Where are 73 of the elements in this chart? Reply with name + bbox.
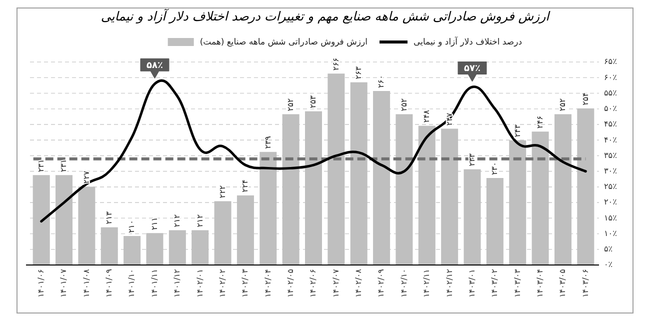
x-tick-label: ۱۴۰۲/۰۲	[218, 269, 227, 298]
data-label: ۲۵۴	[580, 92, 590, 106]
x-tick-label: ۱۴۰۲/۰۶	[308, 269, 318, 298]
y2-tick-label: ۳۵٪	[604, 150, 617, 160]
y2-tick-label: ۰٪	[604, 260, 613, 270]
data-label: ۲۶۳	[354, 66, 364, 80]
data-label: ۲۶۶	[331, 58, 340, 71]
x-tick-label: ۱۴۰۲/۰۳	[240, 268, 250, 298]
x-tick-label: ۱۴۰۲/۰۵	[286, 269, 296, 298]
y2-tick-label: ۴۰٪	[604, 135, 617, 144]
x-tick-label: ۱۴۰۲/۰۱	[195, 269, 204, 298]
data-label: ۲۵۲	[286, 98, 296, 112]
data-label: ۲۴۸	[422, 109, 432, 123]
x-tick-label: ۱۴۰۳/۰۶	[580, 269, 590, 298]
x-tick-label: ۱۴۰۳/۰۴	[535, 269, 544, 298]
data-label: ۲۲۷	[82, 170, 91, 184]
y2-tick-label: ۲۵٪	[604, 182, 617, 192]
data-label: ۲۵۲	[399, 98, 408, 112]
chart-title: ارزش فروش صادراتی شش ماهه صنایع مهم و تغییرات درصد اختلاف دلار آزاد و نیمایی	[100, 8, 551, 24]
data-label: ۲۱۲	[172, 214, 182, 228]
data-label: ۲۱۲	[195, 214, 204, 228]
data-label: ۲۴۳	[512, 124, 522, 138]
data-label: ۲۲۲	[218, 185, 227, 198]
x-tick-label: ۱۴۰۱/۰۶	[36, 269, 46, 298]
y2-tick-label: ۵۵٪	[604, 88, 617, 98]
data-label: ۲۶۰	[376, 75, 386, 88]
legend-label: ارزش فروش صادراتی شش ماهه صنایع (همت)	[200, 37, 368, 48]
y2-tick-label: ۵۰٪	[604, 104, 617, 114]
data-label: ۲۲۴	[240, 180, 250, 192]
data-label: ۲۳۳	[467, 152, 476, 166]
x-tick-label: ۱۴۰۲/۰۹	[376, 269, 386, 298]
annotation: ۵۷٪	[464, 64, 480, 74]
data-label: ۲۱۳	[104, 210, 114, 224]
x-tick-label: ۱۴۰۱/۰۹	[104, 269, 114, 298]
y2-tick-label: ۶۰٪	[604, 72, 617, 82]
data-label: ۲۳۹	[263, 136, 272, 149]
y2-tick-label: ۳۰٪	[604, 166, 617, 176]
data-label: ۲۳۱	[59, 159, 68, 172]
y2-tick-label: ۲۰٪	[604, 198, 617, 207]
data-label: ۲۳۰	[490, 162, 500, 175]
x-tick-label: ۱۴۰۲/۱۱	[422, 269, 432, 298]
x-tick-label: ۱۴۰۲/۰۷	[331, 268, 340, 298]
x-tick-label: ۱۴۰۲/۱۲	[444, 269, 454, 298]
data-label: ۲۵۳	[308, 94, 318, 108]
x-tick-label: ۱۴۰۳/۰۱	[467, 269, 476, 298]
legend-item: درصد اختلاف دلار آزاد و نیمایی	[380, 37, 522, 48]
annotation: ۵۸٪	[146, 60, 163, 71]
data-label: ۲۴۶	[535, 116, 544, 129]
x-tick-label: ۱۴۰۱/۰۸	[82, 268, 91, 298]
y2-tick-label: ۴۵٪	[604, 120, 617, 129]
x-tick-label: ۱۴۰۱/۰۷	[59, 268, 68, 298]
legend-label: درصد اختلاف دلار آزاد و نیمایی	[414, 36, 522, 48]
x-tick-label: ۱۴۰۱/۱۱	[150, 269, 159, 298]
x-tick-label: ۱۴۰۲/۱۰	[399, 269, 408, 298]
x-tick-label: ۱۴۰۱/۱۲	[172, 269, 182, 298]
x-tick-label: ۱۴۰۳/۰۲	[490, 269, 500, 298]
x-tick-label: ۱۴۰۳/۰۳	[512, 268, 522, 298]
x-tick-label: ۱۴۰۲/۰۴	[263, 269, 272, 298]
x-tick-label: ۱۴۰۲/۰۸	[354, 268, 364, 298]
y2-tick-label: ۱۰٪	[604, 228, 617, 238]
y2-tick-label: ۱۵٪	[604, 213, 617, 222]
data-label: ۲۱۰	[127, 220, 136, 233]
callout: ۵۸٪	[140, 58, 170, 78]
callout: ۵۷٪	[458, 61, 487, 82]
data-label: ۲۴۷	[444, 112, 454, 126]
x-tick-label: ۱۴۰۱/۱۰	[127, 269, 136, 298]
data-label: ۲۱۱	[150, 217, 159, 230]
x-tick-label: ۱۴۰۳/۰۵	[558, 269, 568, 298]
data-label: ۲۳۱	[36, 159, 46, 172]
data-label: ۲۵۲	[558, 98, 568, 112]
y2-tick-label: ۶۵٪	[604, 57, 617, 66]
y2-tick-label: ۵٪	[604, 244, 613, 254]
legend-item: ارزش فروش صادراتی شش ماهه صنایع (همت)	[168, 37, 368, 48]
